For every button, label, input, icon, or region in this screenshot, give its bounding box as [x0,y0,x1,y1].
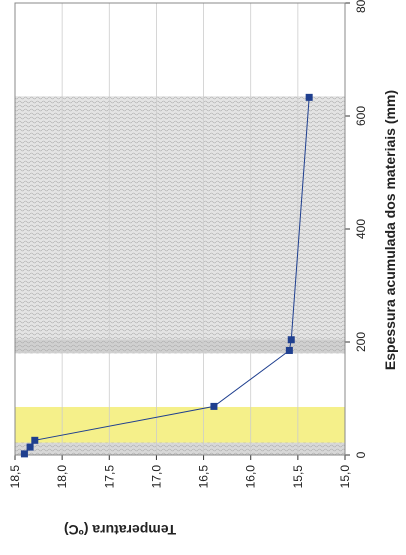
temperature-tick-label: 18,0 [55,465,69,489]
temperature-tick-label: 17,0 [149,465,163,489]
temperature-tick-label: 15,5 [291,465,305,489]
data-point [31,436,39,444]
y-axis-title: Temperatura (ºC) [64,522,176,538]
temperature-tick-label: 16,0 [244,465,258,489]
data-point [210,402,218,410]
data-point [305,93,313,101]
material-layer [15,406,345,443]
thickness-tick-label: 800 [354,0,368,13]
layer-hatch [15,96,345,340]
thickness-tick-label: 0 [354,451,368,458]
temperature-tick-label: 17,5 [102,465,116,489]
data-point [285,346,293,354]
data-point [26,443,34,451]
temperature-tick-label: 18,5 [8,465,22,489]
temperature-tick-label: 15,0 [338,465,352,489]
thickness-tick-label: 200 [354,332,368,352]
layer-hatch [15,442,345,455]
thickness-tick-label: 600 [354,106,368,126]
x-axis-title: Espessura acumulada dos materiais (mm) [382,90,398,370]
layer-hatch [15,339,345,354]
data-point [287,336,295,344]
plot-frame [14,2,346,456]
thickness-tick-label: 400 [354,219,368,239]
temperature-tick-label: 16,5 [197,465,211,489]
data-point [20,450,28,458]
